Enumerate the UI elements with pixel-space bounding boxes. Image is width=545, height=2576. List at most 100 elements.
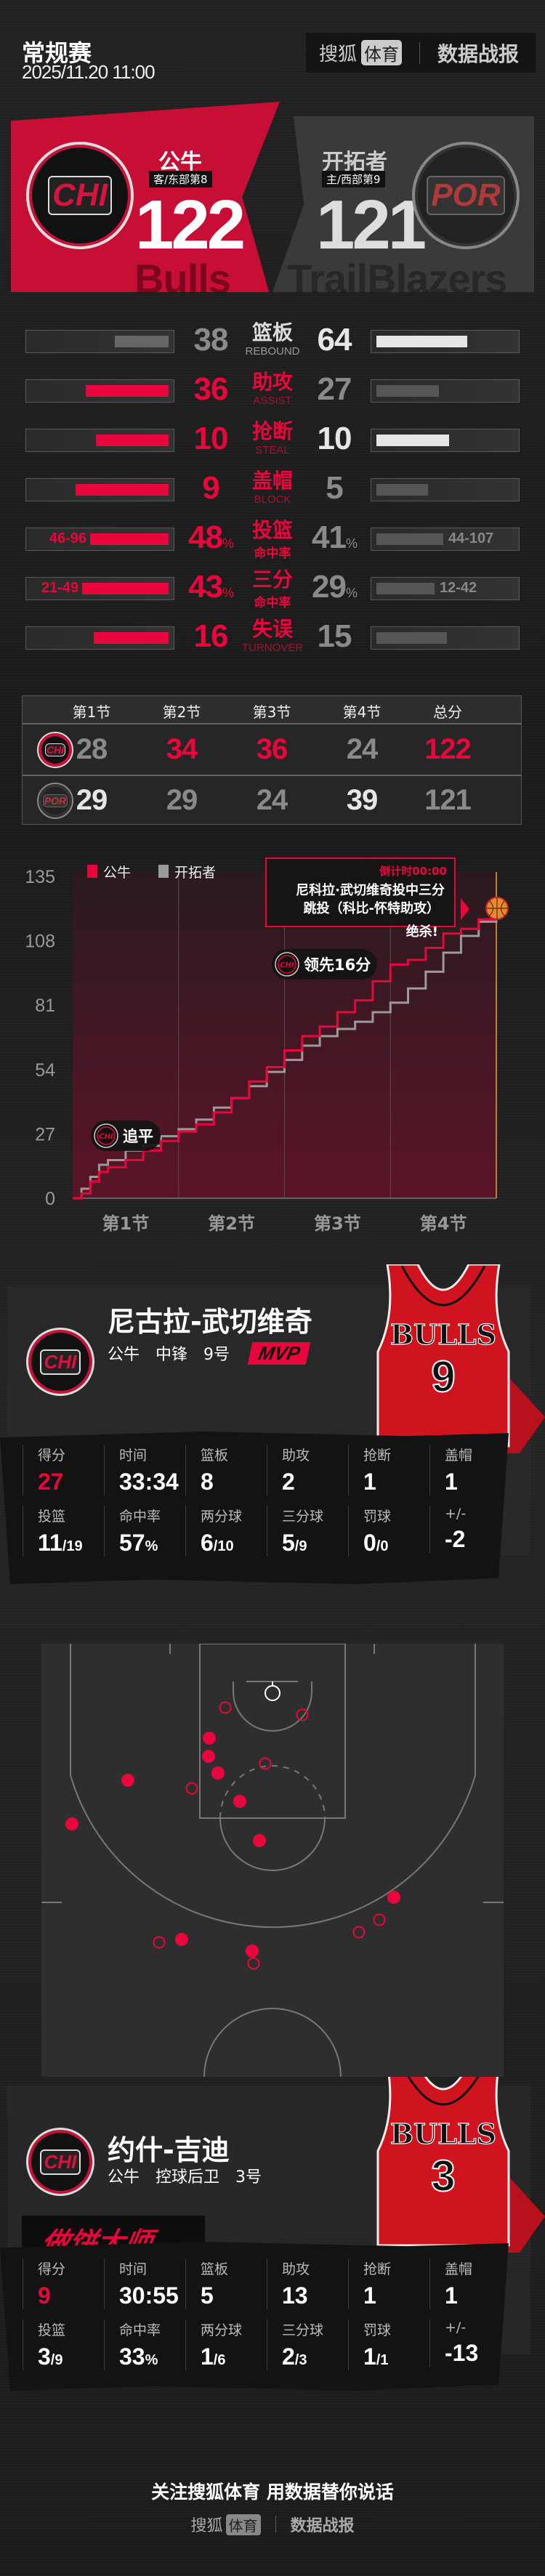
left-stat-value: 48% xyxy=(185,520,236,556)
stat-main: 1 xyxy=(445,1469,458,1495)
x-tick-label: 第1节 xyxy=(102,1214,150,1234)
quarter-score: 24 xyxy=(346,733,379,765)
home-team-tag: 主/西部第9 xyxy=(322,171,385,187)
player-stat: 抢断 1 xyxy=(348,1445,429,1495)
x-tick-label: 第4节 xyxy=(420,1214,467,1234)
player-stat-value: 33% xyxy=(119,2343,185,2370)
left-stat-value: 9 xyxy=(185,470,236,506)
player-team: 公牛 xyxy=(108,1346,140,1364)
player-stat: 三分球 5/9 xyxy=(267,1506,348,1556)
player-stat-value: 1/6 xyxy=(201,2343,267,2370)
stat-label: 抢断 xyxy=(251,419,293,443)
player-stat: 抢断 1 xyxy=(348,2258,429,2309)
left-stat-value: 10 xyxy=(185,421,236,457)
right-bar-fill xyxy=(376,484,428,496)
brand-title: 数据战报 xyxy=(437,41,520,66)
left-value: 9 xyxy=(202,470,220,506)
player-stat-label: 盖帽 xyxy=(445,1448,473,1463)
legend-label: 开拓者 xyxy=(174,865,216,881)
y-tick-label: 81 xyxy=(35,996,55,1016)
left-stat-bar xyxy=(25,330,174,353)
y-tick-label: 135 xyxy=(25,867,55,887)
stat-sublabel: REBOUND xyxy=(245,345,300,358)
player-stat-label: 得分 xyxy=(38,1448,66,1463)
stat-sublabel: 命中率 xyxy=(254,596,291,610)
player-number: 9号 xyxy=(203,1346,230,1364)
tooltip-line3: 绝杀! xyxy=(406,924,438,940)
left-bar-fill xyxy=(86,385,169,397)
player-stat-value: 11/19 xyxy=(38,1530,104,1556)
player-stat: +/- -2 xyxy=(429,1506,511,1553)
player-stat: 得分 27 xyxy=(23,1445,104,1495)
right-stat-value: 41% xyxy=(309,520,360,556)
right-stat-bar xyxy=(371,626,520,650)
free-throw-circle-bottom xyxy=(219,1817,326,1871)
right-value: 15 xyxy=(317,618,352,654)
made-shot-marker xyxy=(175,1933,188,1946)
legend-label: 公牛 xyxy=(103,865,131,881)
left-percent-sign: % xyxy=(222,536,234,551)
player-info: 公牛 中锋 9号 MVP xyxy=(108,1341,311,1365)
away-logo-text: CHI xyxy=(48,176,112,215)
paint-area xyxy=(199,1644,346,1819)
player-stat-label: 篮板 xyxy=(201,1448,229,1463)
jersey-brand-text: BULLS xyxy=(390,2117,496,2150)
away-score: 122 xyxy=(135,186,246,264)
player-team-logo-text: CHI xyxy=(39,2149,81,2175)
stat-main: 27 xyxy=(38,1469,64,1495)
scoreboard-banner: Bulls TrailBlazers xyxy=(11,102,534,299)
stat-main: 1 xyxy=(363,2343,376,2370)
right-stat-bar xyxy=(371,429,520,452)
right-bar-fill xyxy=(376,583,435,594)
stat-suffix: /6 xyxy=(213,2352,226,2368)
player-stat-value: -2 xyxy=(445,1526,511,1553)
right-stat-bar xyxy=(371,379,520,403)
missed-shot-marker xyxy=(373,1913,386,1926)
stat-main: 9 xyxy=(38,2282,51,2309)
made-shot-marker xyxy=(121,1774,134,1787)
home-team-logo: POR xyxy=(412,142,520,249)
made-shot-marker xyxy=(65,1817,78,1830)
player-stat-value: 0/0 xyxy=(363,1530,429,1556)
mvp-badge: MVP xyxy=(247,1341,311,1365)
brand-box: 搜狐 体育 数据战报 xyxy=(306,33,536,73)
player-stat-label: 罚球 xyxy=(363,1509,392,1525)
player-number: 3号 xyxy=(235,2168,262,2187)
left-stat-bar xyxy=(25,429,174,452)
x-tick-label: 第3节 xyxy=(314,1214,361,1234)
court-floor xyxy=(41,1644,504,2077)
stat-suffix: /9 xyxy=(294,1538,307,1554)
stat-main: 1 xyxy=(445,2282,458,2309)
player-stat-value: 27 xyxy=(38,1469,104,1495)
annotation-text: 领先16分 xyxy=(304,956,371,974)
player-stat-label: 命中率 xyxy=(119,2322,161,2338)
left-stat-bar xyxy=(25,379,174,403)
player-stat: 命中率 57% xyxy=(104,1506,185,1556)
left-stat-value: 38 xyxy=(185,322,236,358)
player-stats-band xyxy=(0,2242,509,2391)
player-stat-label: 投篮 xyxy=(38,2322,66,2338)
player-stat-label: 两分球 xyxy=(201,2322,243,2338)
player-stat-value: 8 xyxy=(201,1469,267,1495)
team-logo-text: POR xyxy=(42,794,68,807)
player-stat: 罚球 1/1 xyxy=(348,2319,429,2370)
x-tick-label: 第2节 xyxy=(208,1214,255,1234)
player-stat-label: 篮板 xyxy=(201,2261,229,2277)
footer-brand: 搜狐 体育 数据战报 xyxy=(0,2513,545,2536)
quarter-header: 第1节 xyxy=(72,703,111,721)
stat-sublabel: STEAL xyxy=(255,444,290,456)
stat-row: 36 27 助攻 ASSIST xyxy=(0,368,545,418)
team-logo: POR xyxy=(37,783,73,819)
tooltip-arrow-icon xyxy=(461,898,469,920)
missed-shot-marker xyxy=(153,1936,166,1949)
rim xyxy=(265,1685,280,1701)
player-stat-value: 3/9 xyxy=(38,2343,104,2370)
player-stat: 命中率 33% xyxy=(104,2319,185,2370)
quarter-header: 第4节 xyxy=(342,703,382,721)
right-bar-fill xyxy=(376,385,439,397)
legend-swatch xyxy=(87,865,97,878)
stat-main: -2 xyxy=(445,1526,466,1552)
left-stat-bar xyxy=(25,478,174,501)
jersey-number-text: 3 xyxy=(431,2152,455,2200)
player-stat-label: 命中率 xyxy=(119,1509,161,1525)
